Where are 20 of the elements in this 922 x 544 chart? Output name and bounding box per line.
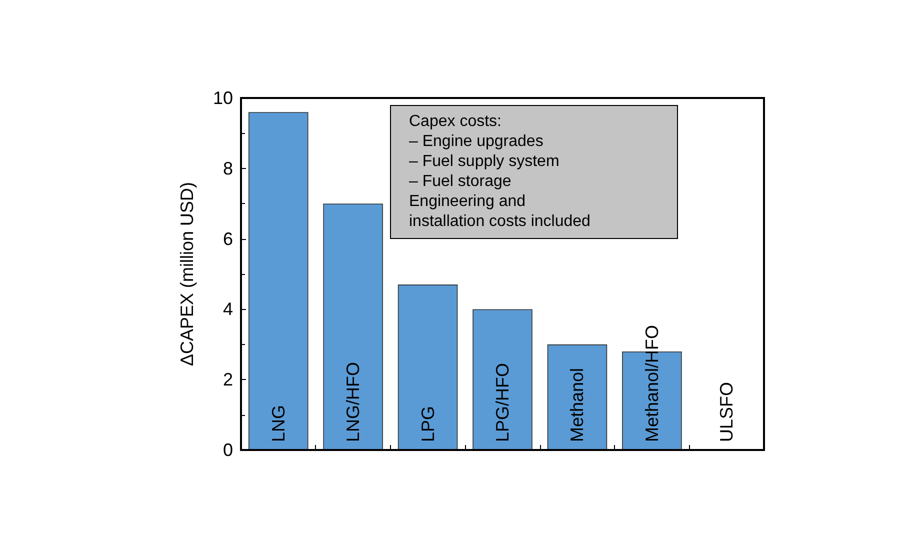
x-tick-label: LPG — [418, 406, 438, 442]
x-tick-label: LNG — [268, 404, 288, 442]
bar — [472, 309, 532, 450]
bar — [323, 204, 383, 450]
bar — [248, 112, 308, 450]
x-tick-label: Methanol/HFO — [642, 324, 662, 442]
x-tick-label: ULSFO — [716, 382, 737, 442]
y-tick-label: 6 — [222, 228, 233, 249]
x-tick-label: LNG/HFO — [343, 362, 364, 442]
y-tick-label: 8 — [222, 158, 233, 178]
x-tick-label: Methanol — [567, 368, 588, 442]
y-axis-title: ΔCAPEX (million USD) — [177, 182, 197, 366]
y-tick-label: 10 — [212, 88, 233, 108]
y-tick-label: 2 — [222, 370, 233, 390]
y-tick-label: 4 — [222, 299, 233, 320]
x-tick-label: LPG/HFO — [492, 362, 512, 442]
bar — [547, 344, 608, 450]
bar — [398, 284, 458, 450]
note-box: Capex costs: – Engine upgrades – Fuel supply system – Fuel storage Engineering and installation costs included — [390, 105, 678, 239]
y-tick-label: 0 — [222, 440, 233, 460]
